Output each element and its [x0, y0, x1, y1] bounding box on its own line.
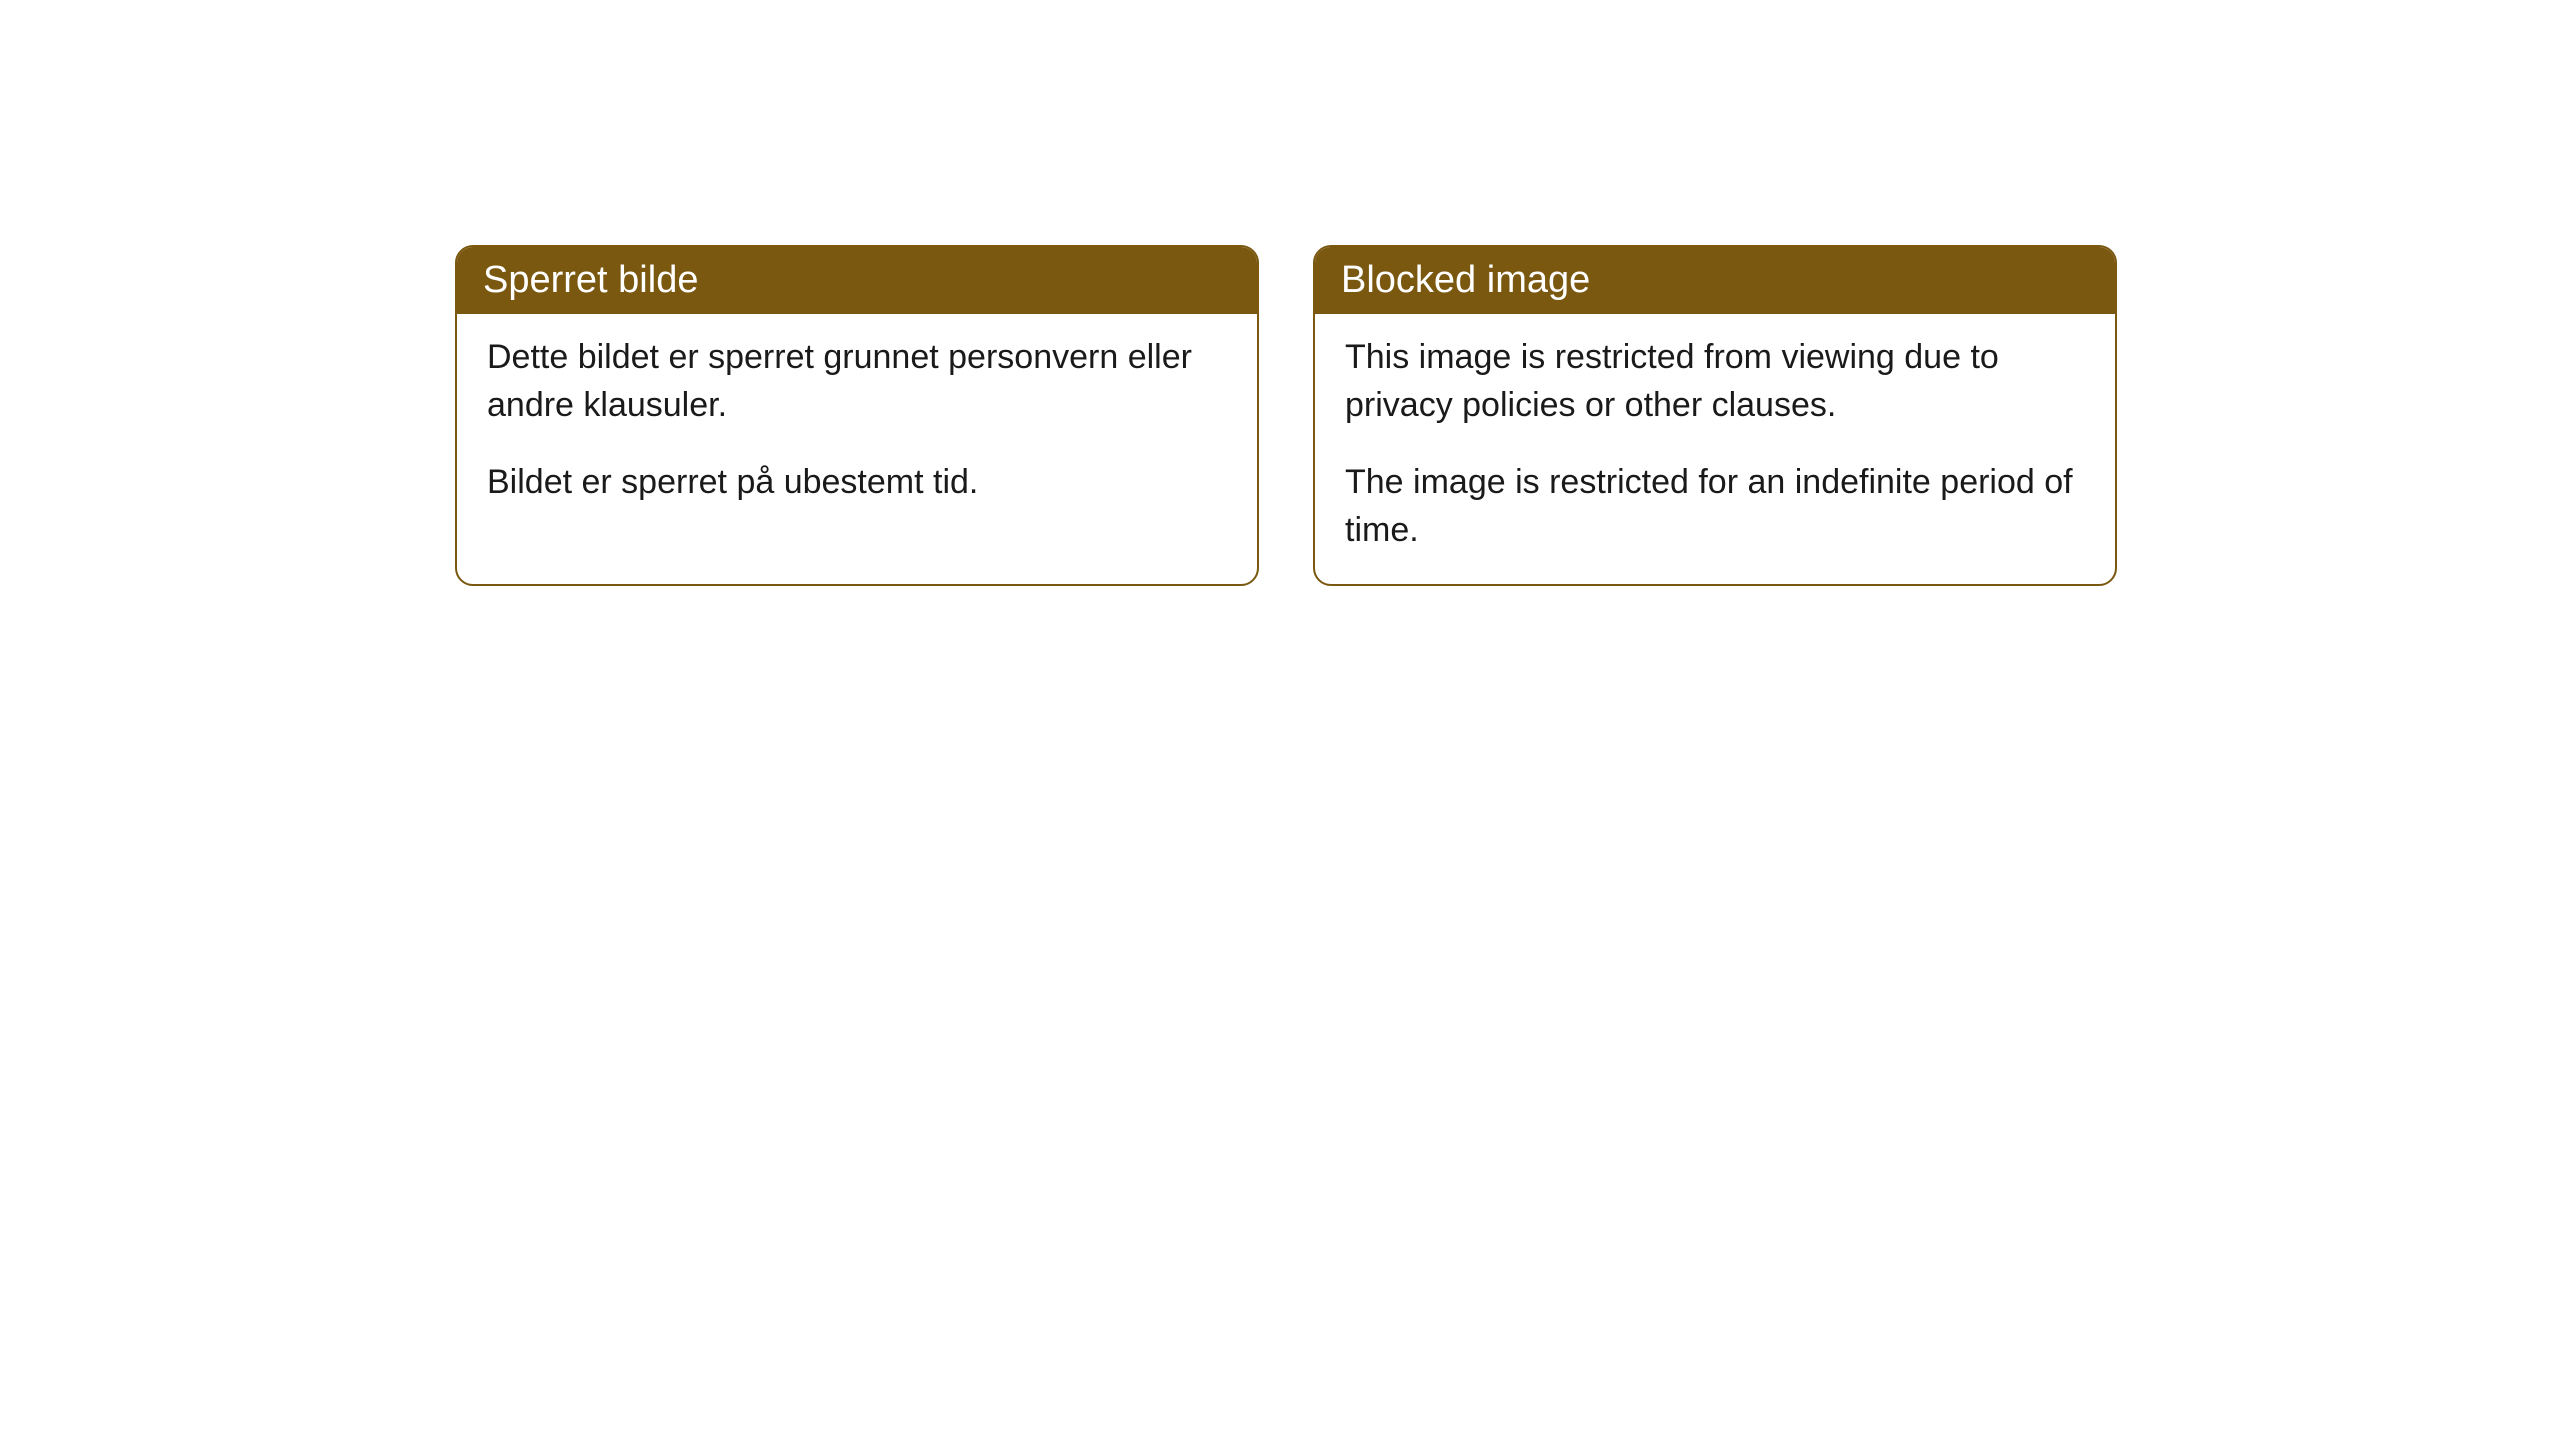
card-title-english: Blocked image — [1341, 259, 1590, 301]
notice-cards-container: Sperret bilde Dette bildet er sperret gr… — [455, 245, 2117, 586]
blocked-image-card-english: Blocked image This image is restricted f… — [1313, 245, 2117, 586]
card-body-norwegian: Dette bildet er sperret grunnet personve… — [457, 314, 1257, 537]
blocked-image-card-norwegian: Sperret bilde Dette bildet er sperret gr… — [455, 245, 1259, 586]
card-header-english: Blocked image — [1315, 247, 2115, 314]
card-text-norwegian-1: Dette bildet er sperret grunnet personve… — [487, 334, 1227, 429]
card-text-norwegian-2: Bildet er sperret på ubestemt tid. — [487, 459, 1227, 507]
card-title-norwegian: Sperret bilde — [483, 259, 698, 301]
card-text-english-1: This image is restricted from viewing du… — [1345, 334, 2085, 429]
card-header-norwegian: Sperret bilde — [457, 247, 1257, 314]
card-body-english: This image is restricted from viewing du… — [1315, 314, 2115, 584]
card-text-english-2: The image is restricted for an indefinit… — [1345, 459, 2085, 554]
